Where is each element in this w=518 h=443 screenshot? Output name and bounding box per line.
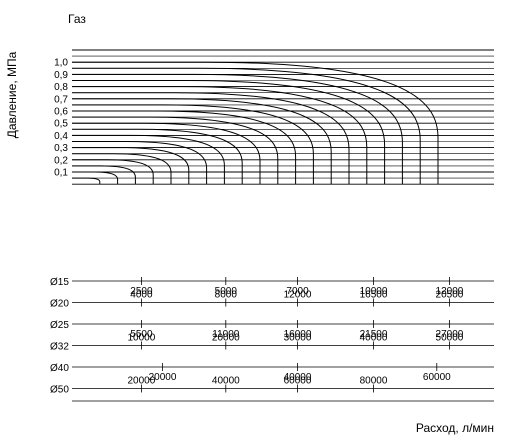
flow-value: 10000	[360, 286, 388, 297]
pressure-curve	[72, 159, 154, 185]
flow-value: 20000	[149, 372, 177, 383]
pressure-curve	[72, 177, 101, 185]
y-tick-label: 0,9	[54, 70, 68, 81]
y-tick-label: 0,7	[54, 94, 68, 105]
pressure-curve	[72, 61, 439, 185]
flow-value: 20000	[127, 376, 155, 387]
diameter-label: Ø50	[50, 385, 69, 396]
flow-value: 4000	[130, 290, 153, 301]
flow-value: 40000	[284, 372, 312, 383]
pressure-curve	[72, 98, 332, 185]
pressure-curve	[72, 141, 208, 185]
flow-value: 60000	[284, 376, 312, 387]
flow-value: 16500	[360, 290, 388, 301]
flow-value: 12000	[284, 290, 312, 301]
flow-scales: Ø15 2500 5000 7000 10000 12000 Ø20 4000 8000 1200…	[50, 277, 494, 402]
diameter-label: Ø15	[50, 277, 69, 288]
y-tick-label: 0,8	[54, 82, 68, 93]
flow-value: 40000	[212, 376, 240, 387]
pressure-curve	[72, 165, 136, 185]
flow-value: 10000	[127, 333, 155, 344]
pressure-curves	[72, 61, 439, 185]
flow-value: 20000	[212, 333, 240, 344]
flow-value: 30000	[284, 333, 312, 344]
pressure-curve	[72, 171, 119, 185]
diameter-label: Ø40	[50, 363, 69, 374]
flow-value: 7000	[286, 286, 309, 297]
pressure-curve	[72, 92, 350, 185]
flow-value: 12000	[436, 286, 464, 297]
y-tick-label: 1,0	[54, 58, 68, 69]
flow-value: 8000	[215, 290, 238, 301]
flow-value: 80000	[360, 376, 388, 387]
flow-value: 40000	[360, 333, 388, 344]
diameter-label: Ø20	[50, 299, 69, 310]
flow-value: 21500	[360, 329, 388, 340]
pressure-curve	[72, 80, 386, 185]
flow-value: 11000	[212, 329, 240, 340]
flow-value: 27000	[436, 329, 464, 340]
y-tick-labels: 0,1 0,20,30,40,50,6 0,70,80,91,0	[54, 58, 68, 179]
pressure-curve	[72, 147, 190, 185]
pressure-curve	[72, 67, 421, 185]
flow-value: 5000	[215, 286, 238, 297]
pressure-curve	[72, 134, 225, 185]
pressure-curve	[72, 86, 368, 185]
pressure-curve	[72, 153, 172, 185]
flow-value: 60000	[423, 372, 451, 383]
y-tick-label: 0,1	[54, 168, 68, 179]
flow-value: 16000	[284, 329, 312, 340]
diameter-label: Ø25	[50, 320, 69, 331]
chart-title: Газ	[68, 12, 86, 26]
pressure-curve	[72, 73, 403, 185]
flow-value: 5500	[130, 329, 153, 340]
pressure-curve	[72, 110, 297, 185]
y-tick-label: 0,2	[54, 155, 68, 166]
y-tick-label: 0,6	[54, 107, 68, 118]
y-tick-label: 0,4	[54, 131, 68, 142]
pressure-curve	[72, 104, 314, 185]
pressure-curve	[72, 128, 243, 185]
flow-value: 50000	[436, 333, 464, 344]
flow-value: 20500	[436, 290, 464, 301]
x-axis-label: Расход, л/мин	[416, 421, 494, 435]
pressure-curve	[72, 116, 279, 185]
y-axis-label: Давление, МПа	[5, 51, 19, 138]
flow-value: 2500	[130, 286, 153, 297]
y-tick-label: 0,3	[54, 143, 68, 154]
y-tick-label: 0,5	[54, 119, 68, 130]
pressure-curve	[72, 122, 261, 185]
diameter-label: Ø32	[50, 342, 69, 353]
